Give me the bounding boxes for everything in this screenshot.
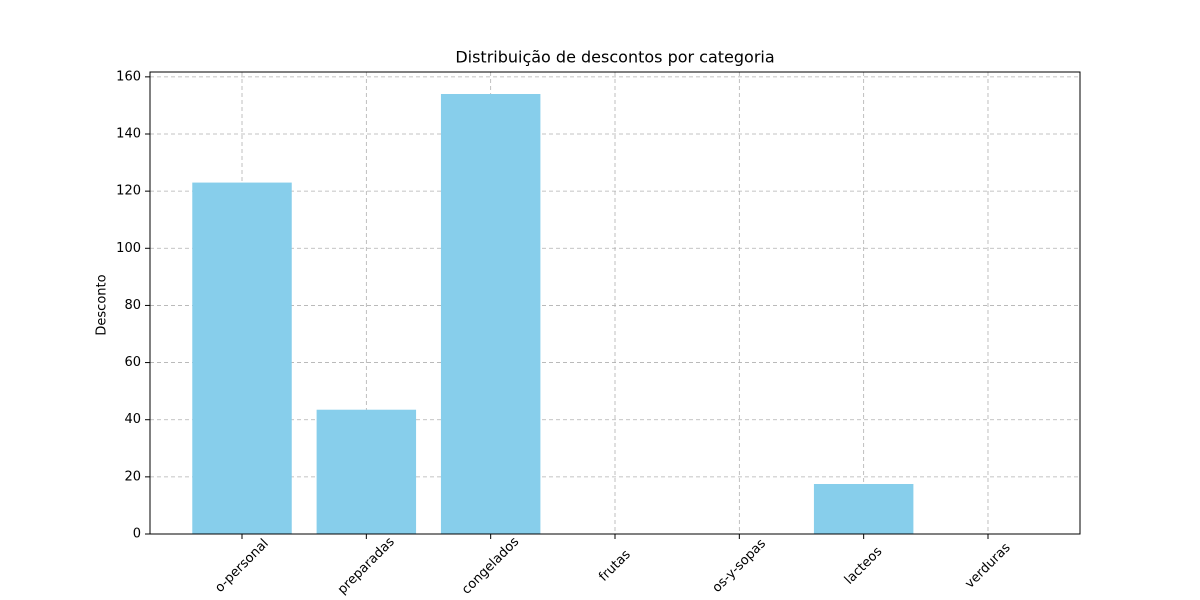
y-tick-label: 140 (116, 127, 141, 142)
chart-title: Distribuição de descontos por categoria (455, 48, 774, 67)
x-tick-label: o-personal (212, 536, 271, 595)
x-tick-label: lacteos (842, 544, 886, 588)
x-tick-label: os-y-sopas (710, 536, 770, 596)
bar (316, 409, 417, 534)
y-axis-label: Desconto (95, 274, 110, 335)
x-tick-label: verduras (962, 540, 1013, 591)
plot-frame (149, 71, 1081, 535)
bar (440, 94, 541, 534)
y-tick-label: 20 (124, 469, 141, 484)
y-tick-label: 160 (116, 69, 141, 84)
y-tick-label: 100 (116, 241, 141, 256)
bar (192, 182, 292, 535)
y-tick-label: 40 (124, 412, 141, 427)
y-tick-label: 80 (124, 298, 141, 313)
y-tick-label: 0 (133, 527, 141, 542)
x-tick-label: frutas (596, 547, 634, 585)
bar (813, 484, 914, 534)
x-tick-label: preparadas (335, 534, 398, 597)
y-tick-label: 60 (124, 355, 141, 370)
y-tick-label: 120 (116, 184, 141, 199)
x-tick-label: congelados (459, 534, 522, 597)
